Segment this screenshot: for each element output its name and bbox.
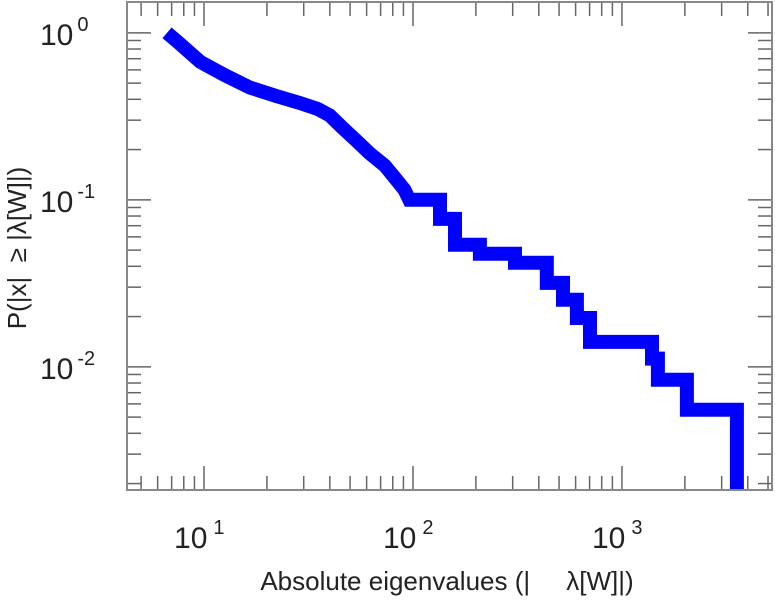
x-tick-labels: 10 1 10 2 10 3 [174,517,642,555]
y-tick-label: 10 -1 [40,181,95,219]
axis-ticks [127,2,772,490]
x-tick-label: 10 3 [592,517,643,555]
x-tick-label: 10 2 [383,517,434,555]
x-axis-label: Absolute eigenvalues (| λ[W]|) [260,566,633,596]
y-axis-label: P(|x| ≥ |λ[W]|) [2,167,32,330]
y-tick-label: 10 -2 [40,348,95,386]
y-tick-label: 10 0 [40,14,89,52]
series-line-ccdf [162,27,744,490]
x-tick-label: 10 1 [174,517,225,555]
plot-frame [126,1,773,491]
